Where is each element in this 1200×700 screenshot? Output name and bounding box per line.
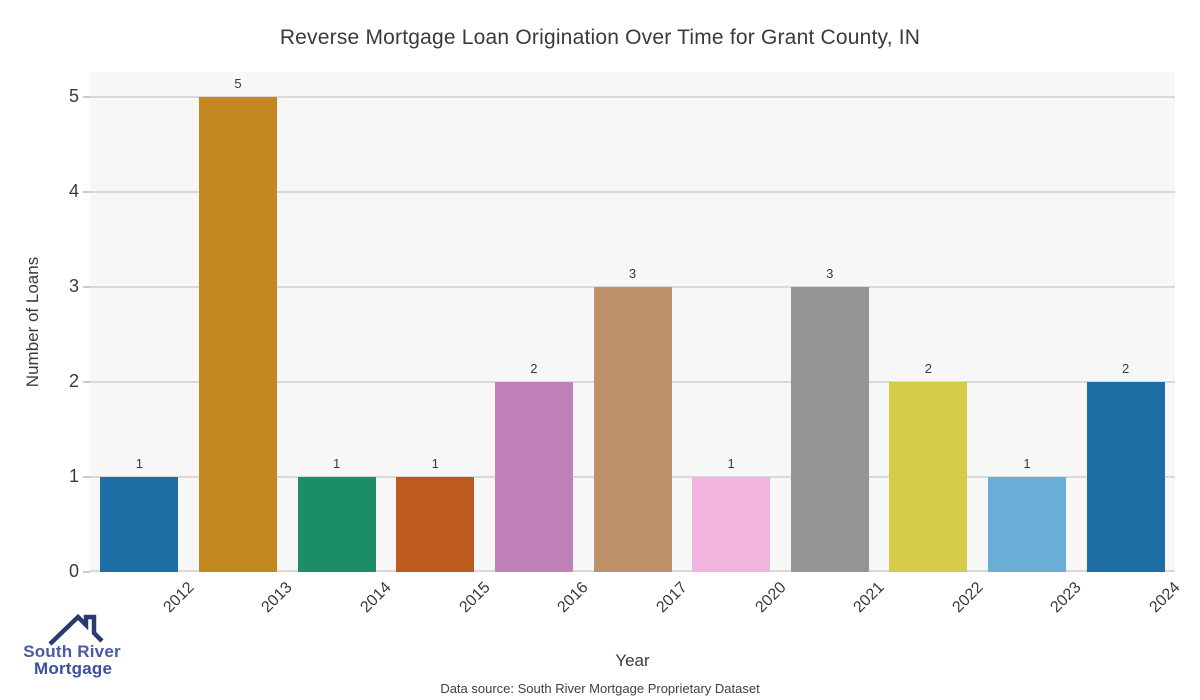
y-tick-label-0: 0 (68, 561, 79, 581)
logo-text-line1: South River (23, 642, 121, 661)
bar-value-label-2022: 2 (924, 360, 933, 376)
x-tick-label-2013: 2013 (258, 579, 296, 617)
bar-2024 (1086, 381, 1165, 572)
bar-value-label-2013: 5 (234, 75, 242, 91)
bar-2021 (790, 286, 869, 572)
y-tick-label-5: 5 (68, 85, 79, 106)
bar-value-label-2015: 1 (431, 455, 439, 471)
y-tick-mark (83, 571, 90, 573)
x-tick-label-2023: 2023 (1047, 579, 1086, 617)
bar-value-label-2023: 1 (1023, 455, 1031, 471)
x-axis-label: Year (615, 651, 650, 670)
bar-value-label-2020: 1 (727, 455, 735, 471)
x-tick-label-2024: 2024 (1146, 579, 1184, 617)
bar-value-label-2021: 3 (826, 265, 834, 281)
y-tick-mark (83, 475, 90, 478)
y-tick-label-4: 4 (68, 180, 79, 201)
y-tick-mark (83, 285, 90, 288)
x-tick-label-2012: 2012 (160, 579, 198, 617)
logo: South River Mortgage (12, 608, 142, 688)
x-tick-label-2020: 2020 (751, 579, 790, 617)
house-roof-icon (48, 613, 104, 646)
x-tick-label-2017: 2017 (653, 579, 691, 617)
gridline-y5 (90, 95, 1175, 98)
bar-value-label-2016: 2 (530, 360, 538, 376)
bar-2022 (889, 381, 968, 572)
x-tick-label-2016: 2016 (554, 579, 592, 617)
bar-value-label-2012: 1 (135, 455, 143, 471)
gridline-y3 (90, 285, 1175, 288)
bar-2016 (494, 381, 573, 572)
y-tick-label-2: 2 (68, 370, 79, 391)
x-tick-label-2014: 2014 (357, 579, 395, 617)
bar-2012 (100, 476, 179, 572)
gridline-y4 (90, 190, 1175, 193)
bar-2013 (198, 96, 277, 572)
chart-title: Reverse Mortgage Loan Origination Over T… (279, 26, 921, 49)
bar-value-label-2014: 1 (332, 455, 341, 471)
bar-value-label-2024: 2 (1122, 360, 1130, 376)
y-tick-label-3: 3 (68, 275, 79, 296)
bar-2017 (593, 286, 672, 572)
bar-value-label-2017: 3 (628, 265, 637, 281)
x-tick-label-2021: 2021 (850, 579, 888, 617)
logo-text-line2: Mortgage (34, 659, 113, 678)
x-tick-label-2015: 2015 (456, 579, 494, 617)
bar-2023 (988, 476, 1067, 572)
plot-area: 1 5 1 1 2 3 1 3 2 1 2 (90, 72, 1175, 572)
bar-2015 (396, 476, 475, 572)
y-tick-mark (83, 380, 90, 383)
data-source-caption: Data source: South River Mortgage Propri… (440, 681, 760, 696)
y-axis-label: Number of Loans (23, 256, 42, 388)
y-tick-mark (83, 190, 90, 193)
bar-2014 (297, 476, 376, 572)
y-tick-label-1: 1 (68, 465, 79, 486)
bar-2020 (692, 476, 771, 572)
y-tick-mark (83, 95, 90, 98)
x-tick-label-2022: 2022 (949, 579, 987, 617)
